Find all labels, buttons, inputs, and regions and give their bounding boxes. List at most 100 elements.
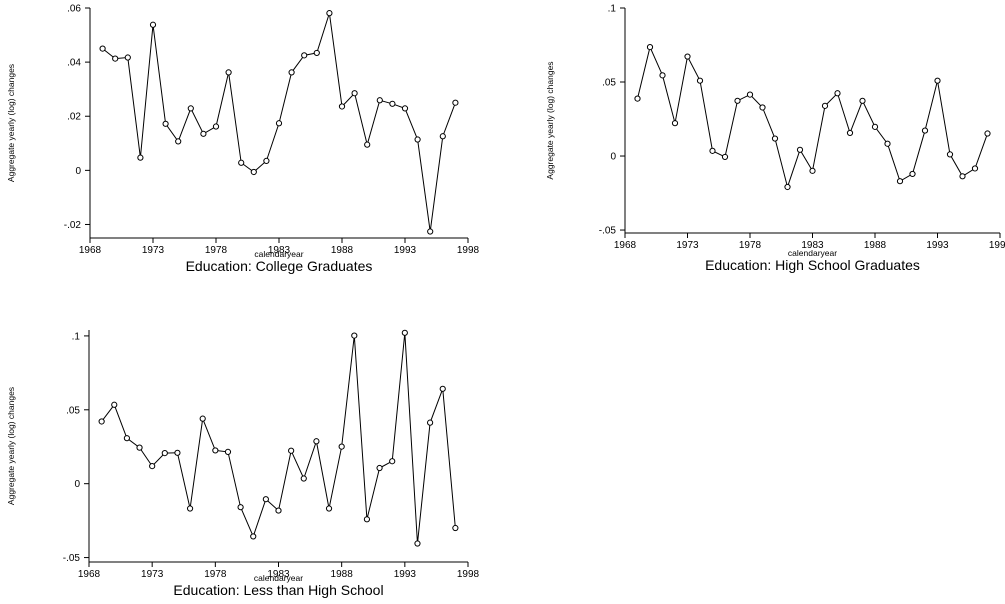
data-point <box>946 151 954 158</box>
y-tick-label: .05 <box>602 78 616 89</box>
data-point <box>300 475 307 482</box>
data-point <box>971 165 979 172</box>
data-point <box>684 53 691 60</box>
x-tick-label: 1998 <box>457 245 480 256</box>
x-tick-label: 1978 <box>205 245 228 256</box>
data-point <box>414 136 421 143</box>
data-point <box>389 100 396 107</box>
panel-high-school-graduates: -.050.05.1 1968197319781983198819931998 … <box>545 4 1005 274</box>
data-point <box>149 462 156 470</box>
y-axis-label: Aggregate yearly (log) changes <box>6 387 16 505</box>
data-point <box>136 444 143 451</box>
data-point <box>326 10 333 17</box>
data-point <box>212 123 220 130</box>
data-point <box>161 449 168 457</box>
x-tick-label: 1968 <box>79 245 102 256</box>
data-point <box>921 127 929 134</box>
data-point <box>200 130 207 137</box>
data-point <box>414 540 421 547</box>
data-point <box>427 419 434 426</box>
y-tick-label: -.05 <box>599 226 617 237</box>
x-tick-label: 1988 <box>864 240 887 251</box>
y-axis-label: Aggregate yearly (log) changes <box>6 64 16 182</box>
data-point <box>325 505 333 512</box>
x-tick-label: 1988 <box>331 245 354 256</box>
data-point <box>275 120 283 127</box>
data-point <box>759 104 766 111</box>
data-point <box>796 146 804 153</box>
data-point <box>186 505 194 512</box>
x-tick-label: 1968 <box>614 240 637 251</box>
data-point <box>784 183 791 191</box>
panel-title: Education: Less than High School <box>173 582 383 598</box>
x-axis-ticks: 1968 1973 1978 1983 1988 1993 1998 <box>78 562 480 580</box>
data-point <box>734 97 741 104</box>
data-point <box>389 458 396 465</box>
y-tick-label: .06 <box>67 4 81 15</box>
data-point <box>659 72 666 79</box>
data-point <box>859 97 866 104</box>
x-axis-ticks: 1968 1973 1978 1983 1988 1993 1998 <box>614 233 1005 251</box>
data-point <box>288 447 295 454</box>
x-axis-label: calendaryear <box>254 573 303 583</box>
data-point <box>364 141 371 148</box>
data-points <box>99 10 459 235</box>
data-point <box>871 123 879 130</box>
data-point <box>123 435 131 442</box>
data-point <box>137 154 144 161</box>
data-point <box>427 228 434 235</box>
data-point <box>338 103 346 110</box>
data-point <box>646 43 654 51</box>
data-point <box>237 504 244 511</box>
y-tick-label: 0 <box>74 479 80 490</box>
x-tick-label: 1993 <box>394 569 417 580</box>
data-point <box>721 153 729 161</box>
data-point <box>934 77 941 84</box>
data-point <box>634 95 641 102</box>
y-tick-label: -.05 <box>63 553 81 564</box>
x-tick-label: 1973 <box>142 245 165 256</box>
x-tick-label: 1973 <box>676 240 699 251</box>
data-point <box>709 147 716 154</box>
data-point <box>746 91 754 98</box>
data-point <box>984 130 991 137</box>
data-point <box>896 178 904 185</box>
data-point <box>439 133 446 140</box>
y-axis-ticks: -.02 0 .02 .04 .06 <box>64 4 90 231</box>
panel-college-graduates: -.020.02.04.06 1968 1973 1978 1983 1988 1993 1… <box>6 4 480 275</box>
y-axis-ticks: -.05 0 .05 .1 <box>63 331 89 564</box>
data-point <box>909 170 916 178</box>
y-tick-label: .05 <box>66 405 80 416</box>
y-axis-ticks: -.05 0 .05 .1 <box>599 4 625 237</box>
data-point <box>452 524 459 532</box>
data-point <box>250 168 257 176</box>
data-point <box>884 140 891 147</box>
x-axis-label: calendaryear <box>254 249 303 259</box>
data-point <box>175 138 182 145</box>
panel-title: Education: High School Graduates <box>705 257 920 273</box>
data-point <box>124 54 131 61</box>
x-tick-label: 1973 <box>141 569 164 580</box>
data-point <box>262 496 269 503</box>
x-tick-label: 1988 <box>331 569 354 580</box>
x-tick-label: 1983 <box>801 240 824 251</box>
x-tick-label: 1998 <box>989 240 1005 251</box>
data-point <box>174 449 181 456</box>
data-point <box>671 120 679 127</box>
y-axis-label: Aggregate yearly (log) changes <box>545 61 555 179</box>
data-point <box>275 507 282 514</box>
y-tick-label: .1 <box>72 331 81 342</box>
data-point <box>821 102 829 109</box>
data-point <box>452 99 459 106</box>
data-point <box>313 49 320 57</box>
data-point <box>212 447 219 454</box>
y-tick-label: .04 <box>67 58 81 69</box>
data-point <box>149 21 157 28</box>
x-tick-label: 1983 <box>268 245 291 256</box>
data-points <box>634 43 991 191</box>
panel-less-than-high-school: -.050.05.1 1968 1973 1978 1983 1988 1993 1998 … <box>6 329 480 598</box>
panel-title: Education: College Graduates <box>186 258 373 274</box>
data-point <box>363 516 371 523</box>
y-tick-label: 0 <box>610 152 616 163</box>
data-point <box>351 90 358 97</box>
